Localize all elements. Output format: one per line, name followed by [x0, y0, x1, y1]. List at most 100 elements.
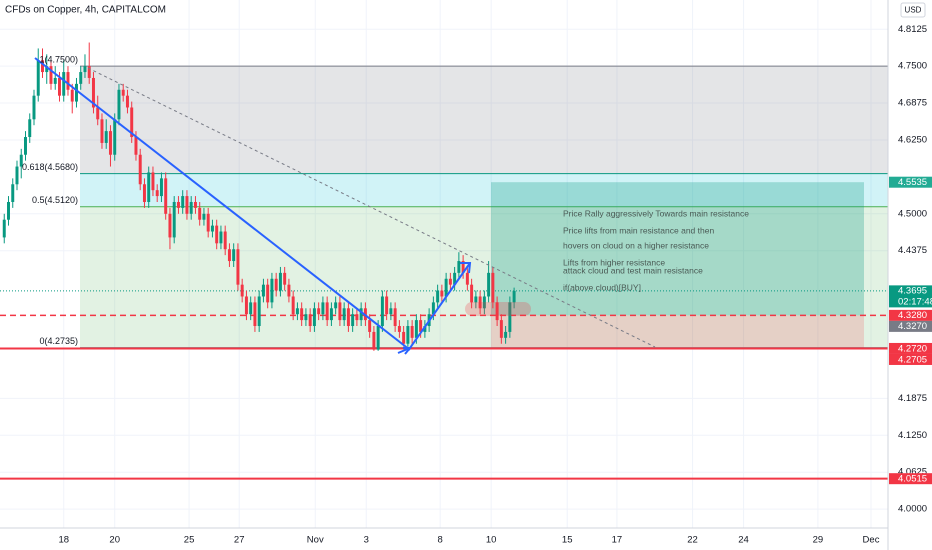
candle-body: [240, 284, 244, 297]
price-badge: [889, 353, 932, 365]
fib-label: 0.618(4.5680): [22, 162, 78, 172]
candle-body: [202, 213, 206, 220]
candle-body: [236, 249, 240, 285]
candle-body: [317, 308, 321, 315]
candle-body: [189, 201, 193, 214]
candle-body: [2, 219, 6, 238]
candle-body: [49, 66, 53, 84]
fib-label: 0(4.2735): [39, 336, 78, 346]
candle-body: [151, 172, 155, 191]
price-badge: [889, 309, 932, 321]
badges: 4.55354.369502:17:484.32804.32704.27204.…: [889, 176, 932, 485]
price-badge-label: 4.5535: [898, 177, 927, 188]
candle-body: [181, 196, 185, 208]
candle-body: [257, 296, 261, 327]
candle-body: [508, 302, 512, 332]
candle-body: [355, 314, 359, 321]
candle-body: [389, 308, 393, 315]
candle-body: [117, 89, 121, 120]
price-badge-label: 4.3695: [898, 286, 927, 297]
candle-body: [491, 272, 495, 303]
annotation: Lifts from higher resistance: [563, 257, 665, 267]
candle-body: [193, 201, 197, 208]
cloud-marker: [465, 302, 531, 316]
candle-body: [274, 278, 278, 291]
candle-body: [453, 272, 457, 285]
candle-body: [66, 72, 70, 90]
fib-label: 0.5(4.5120): [32, 195, 78, 205]
candle-body: [134, 137, 138, 155]
target-zone: [491, 182, 864, 316]
candle-body: [155, 190, 159, 197]
candle-body: [278, 272, 282, 291]
currency: USD: [905, 6, 922, 15]
candle-body: [444, 278, 448, 297]
candle-body: [380, 296, 384, 327]
candle-body: [244, 296, 248, 315]
annotation: Price Rally aggressively Towards main re…: [563, 208, 749, 218]
candle-body: [210, 225, 214, 232]
candle-body: [393, 308, 397, 327]
x-tick-label: 18: [58, 535, 69, 546]
candle-body: [215, 225, 219, 244]
countdown: 02:17:48: [898, 296, 932, 307]
candle-body: [232, 249, 236, 262]
candle-body: [32, 95, 36, 120]
candle-body: [385, 296, 389, 315]
x-tick-label: 10: [486, 535, 497, 546]
candle-body: [41, 60, 44, 73]
x-tick-label: Nov: [307, 535, 324, 546]
candle-body: [308, 314, 312, 327]
fib-label: 1(4.7500): [39, 55, 78, 65]
candles: [2, 42, 516, 351]
candle-body: [164, 178, 168, 214]
candle-body: [53, 77, 57, 84]
candle-body: [346, 308, 350, 327]
chart-title: CFDs on Copper, 4h, CAPITALCOM: [5, 5, 166, 16]
candle-body: [368, 320, 372, 332]
candle-body: [431, 302, 435, 315]
price-badge-label: 4.3270: [898, 321, 927, 332]
candle-body: [113, 119, 117, 155]
candle-body: [376, 326, 380, 350]
grid: [0, 0, 888, 528]
candle-body: [266, 284, 270, 303]
candle-body: [495, 302, 499, 321]
x-tick-label: 15: [562, 535, 573, 546]
candle-body: [176, 201, 180, 208]
candle-body: [79, 72, 83, 84]
candle-body: [108, 131, 112, 155]
candle-body: [342, 308, 346, 321]
y-tick-label: 4.6875: [898, 98, 927, 109]
price-badge: [889, 342, 932, 354]
candle-body: [300, 308, 304, 321]
candle-body: [206, 213, 210, 232]
fib-zone: [80, 173, 888, 207]
candle-body: [121, 89, 125, 96]
candle-body: [321, 302, 325, 315]
x-tick-label: 17: [612, 535, 623, 546]
candle-body: [372, 331, 376, 350]
y-tick-label: 4.0625: [898, 467, 927, 478]
price-badge: [889, 320, 932, 332]
stop-zone: [491, 315, 864, 350]
candle-body: [19, 154, 23, 167]
annotation: hovers on cloud on a higher resistance: [563, 240, 709, 250]
zones: [0, 65, 888, 480]
annotation: if(above cloud)[BUY]: [563, 282, 641, 292]
candle-body: [62, 72, 66, 96]
candle-body: [283, 272, 287, 285]
x-tick-label: 29: [813, 535, 824, 546]
candle-body: [406, 326, 410, 344]
candle-body: [440, 290, 444, 297]
x-tick-label: Dec: [863, 535, 880, 546]
candle-body: [198, 207, 202, 220]
candle-body: [7, 201, 10, 220]
candle-body: [253, 302, 257, 327]
candle-body: [295, 308, 299, 315]
candle-body: [28, 119, 32, 138]
candle-body: [419, 320, 423, 332]
candle-body: [100, 119, 104, 143]
candle-body: [512, 290, 516, 303]
